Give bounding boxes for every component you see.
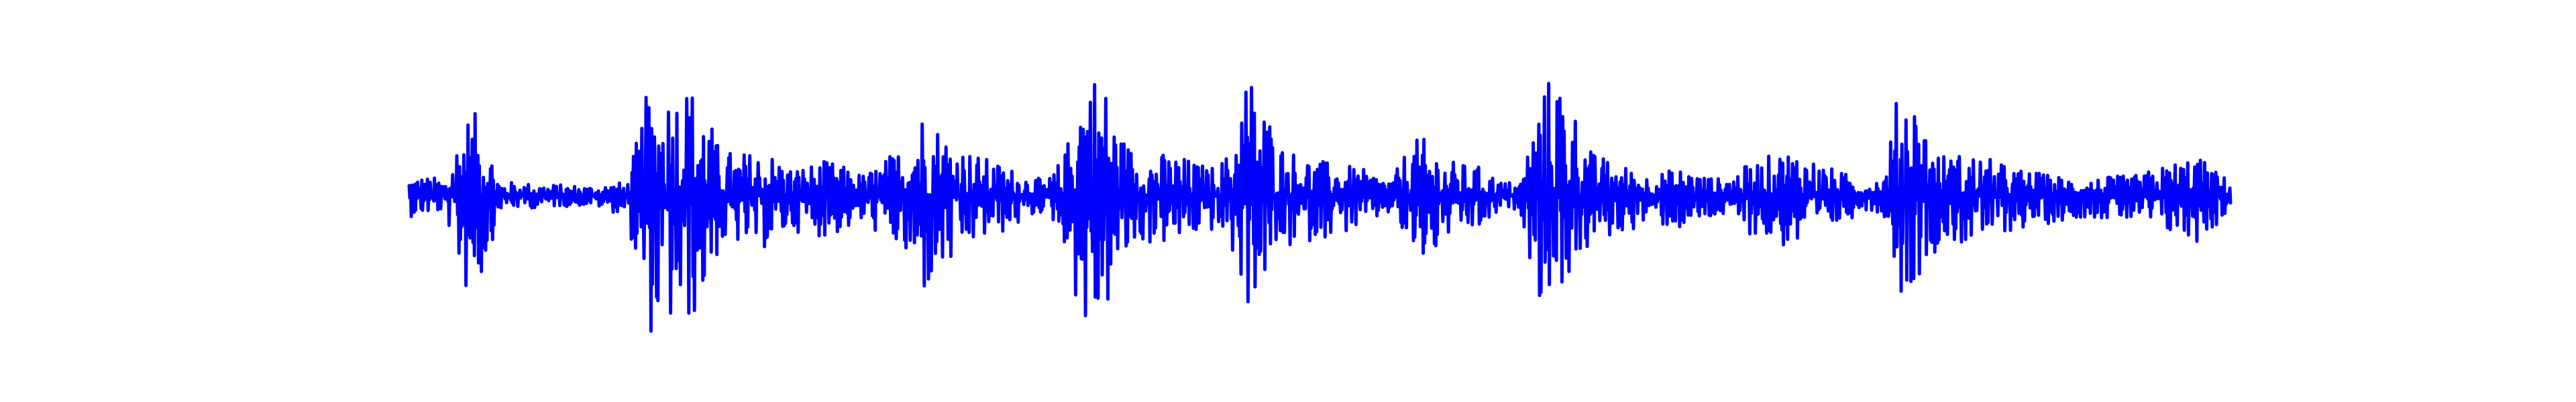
waveform-series: [407, 82, 2233, 333]
waveform-line: [407, 82, 2233, 333]
